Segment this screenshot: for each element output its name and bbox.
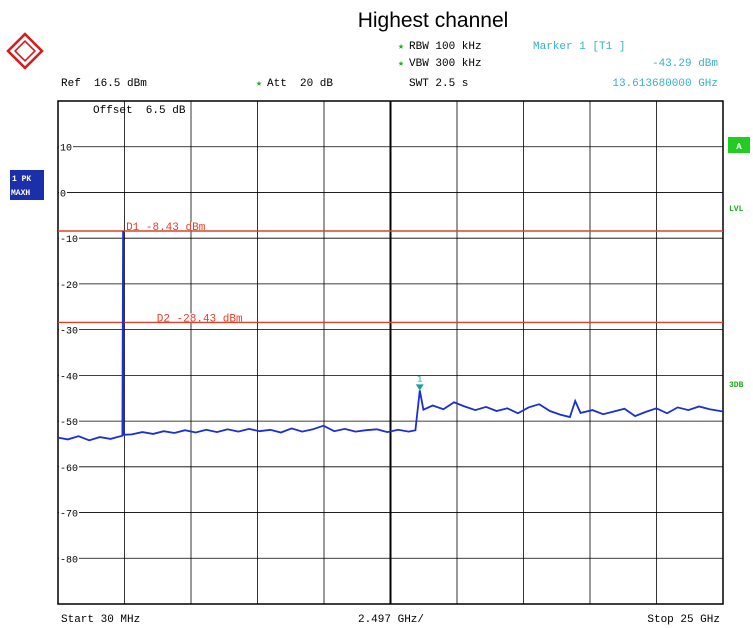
rbw-label: RBW 100 kHz bbox=[409, 41, 482, 53]
y-tick-label-bg bbox=[59, 554, 79, 563]
y-tick-label-bg bbox=[59, 417, 79, 426]
attenuation-label: Att 20 dB bbox=[267, 78, 333, 90]
vbw-label: VBW 300 kHz bbox=[409, 58, 482, 70]
trace-a-badge bbox=[728, 137, 750, 153]
trace-mode-line1: 1 PK bbox=[12, 175, 31, 184]
y-tick-label: -70 bbox=[60, 510, 78, 521]
span-per-division-label: 2.497 GHz/ bbox=[358, 614, 424, 626]
att-star-icon: ★ bbox=[256, 79, 262, 90]
rbw-star-icon: ★ bbox=[398, 42, 404, 53]
y-tick-label-bg bbox=[59, 234, 79, 243]
lvl-label: LVL bbox=[729, 205, 744, 214]
ref-level-label: Ref 16.5 dBm bbox=[61, 78, 147, 90]
marker-level-value: -43.29 dBm bbox=[652, 58, 718, 70]
y-tick-label: -30 bbox=[60, 327, 78, 338]
display-line-label-bg bbox=[155, 313, 242, 322]
y-tick-label: 10 bbox=[60, 144, 72, 155]
y-tick-label: -50 bbox=[60, 418, 78, 429]
start-frequency-label: Start 30 MHz bbox=[61, 614, 140, 626]
y-tick-label-bg bbox=[59, 188, 67, 197]
y-tick-label-bg bbox=[59, 279, 79, 288]
y-tick-label: -60 bbox=[60, 464, 78, 475]
vbw-star-icon: ★ bbox=[398, 59, 404, 70]
trace-mode-line2: MAXH bbox=[11, 189, 30, 198]
marker-triangle-icon bbox=[415, 384, 424, 391]
plot-area: 10 0 -10 -20 -30 -40 -50 -60 -70 -80 D1 -8.43 dBm… bbox=[57, 100, 724, 605]
display-line-label-d2: D2 -28.43 dBm bbox=[157, 313, 243, 325]
y-tick-labels: 10 0 -10 -20 -30 -40 -50 -60 -70 -80 bbox=[59, 142, 79, 566]
display-lines: D1 -8.43 dBm D2 -28.43 dBm bbox=[58, 222, 723, 325]
marker-info-label: Marker 1 [T1 ] bbox=[533, 41, 625, 53]
swt-label: SWT 2.5 s bbox=[409, 78, 468, 90]
y-tick-label-bg bbox=[59, 462, 79, 471]
chart-title: Highest channel bbox=[358, 9, 509, 32]
marker-1: 1 bbox=[415, 374, 424, 391]
y-tick-label: -20 bbox=[60, 281, 78, 292]
y-tick-label-bg bbox=[59, 325, 79, 334]
spectrum-trace bbox=[57, 230, 724, 442]
stop-frequency-label: Stop 25 GHz bbox=[647, 614, 720, 626]
trace-a-label: A bbox=[736, 142, 742, 152]
marker-label: 1 bbox=[417, 374, 422, 384]
grid-lines bbox=[58, 101, 723, 604]
display-line-label-bg bbox=[125, 222, 205, 231]
y-tick-label-bg bbox=[59, 142, 73, 151]
rohde-schwarz-logo bbox=[6, 32, 44, 70]
3db-label: 3DB bbox=[729, 381, 744, 390]
offset-label: Offset 6.5 dB bbox=[93, 105, 186, 117]
svg-text:★: ★ bbox=[398, 42, 404, 53]
y-tick-label-bg bbox=[59, 371, 79, 380]
svg-text:★: ★ bbox=[256, 79, 262, 90]
y-tick-label: -80 bbox=[60, 555, 78, 566]
svg-text:★: ★ bbox=[398, 59, 404, 70]
display-line-label-d1: D1 -8.43 dBm bbox=[126, 222, 206, 234]
y-tick-label: -10 bbox=[60, 235, 78, 246]
trace-mode-badge bbox=[10, 170, 44, 200]
marker-frequency-value: 13.613680000 GHz bbox=[612, 78, 718, 90]
y-tick-label-bg bbox=[59, 508, 79, 517]
y-tick-label: 0 bbox=[60, 189, 66, 200]
y-tick-label: -40 bbox=[60, 372, 78, 383]
